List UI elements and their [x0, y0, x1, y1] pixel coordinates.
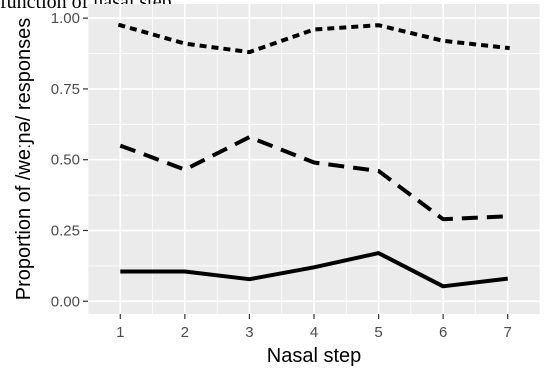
x-tick-label: 3	[245, 324, 253, 341]
y-tick-label: 0.25	[51, 222, 80, 239]
axes: 0.00 0.25 0.50 0.75 1.00 1 2 3 4 5 6 7	[51, 10, 512, 341]
y-axis-title: Proportion of /weːɲə/ responses	[13, 18, 35, 300]
series-lines	[117, 22, 510, 289]
x-tick-label: 6	[439, 324, 447, 341]
x-tick-label: 2	[181, 324, 189, 341]
x-tick-label: 1	[116, 324, 124, 341]
y-tick-label: 0.75	[51, 81, 80, 98]
y-tick-label: 1.00	[51, 10, 80, 27]
x-tick-label: 7	[504, 324, 512, 341]
y-tick-label: 0.50	[51, 152, 80, 169]
x-tick-label: 4	[310, 324, 318, 341]
x-axis-title: Nasal step	[267, 345, 362, 367]
series-line-solid	[120, 251, 508, 289]
series-line-dashed	[119, 135, 508, 222]
x-tick-label: 5	[374, 324, 382, 341]
y-tick-label: 0.00	[51, 293, 80, 310]
